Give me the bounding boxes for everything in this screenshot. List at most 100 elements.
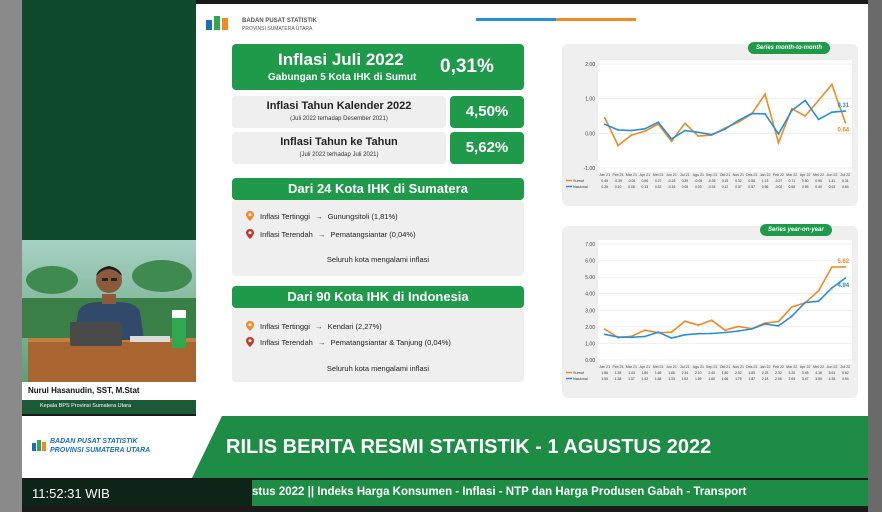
table-value: 1.37 [628,377,635,381]
presenter-name: Nurul Hasanudin, SST, M.Stat [28,386,140,395]
table-value: 2.32 [775,371,782,375]
presentation-slide: BADAN PUSAT STATISTIK PROVINSI SUMATERA … [196,4,868,416]
yoy-inflation-title: Inflasi Tahun ke Tahun [280,136,398,148]
indonesia-highest-value: Kendari (2,27%) [327,322,382,331]
data-point [697,324,700,327]
x-tick-label: Feb 22 [773,365,784,369]
x-tick-label: Jun 21 [666,173,677,177]
data-point [817,289,820,292]
x-tick-label: Okt 21 [720,365,731,369]
data-point [617,336,619,339]
data-point [844,277,847,280]
table-value: 0.08 [682,185,689,189]
legend-label: Nasional [573,377,588,381]
sumatera-panel: Inflasi Tertinggi → Gunungsitoli (1,81%)… [232,200,524,276]
data-point [630,336,633,339]
table-value: 0.50 [802,179,809,183]
data-point [724,329,726,332]
legend-label: Sumut [573,179,585,183]
table-value: 2.02 [735,371,742,375]
presenter-role-bar: Kepala BPS Provinsi Sumatera Utara [22,400,196,414]
y-tick-label: 7.00 [585,242,595,248]
x-tick-label: Sep 21 [706,173,717,177]
table-value: 0.66 [789,185,796,189]
inflation-main-title: Inflasi Juli 2022 [278,50,404,69]
y-tick-label: 6.00 [585,259,595,265]
x-tick-label: Apr 22 [800,173,811,177]
x-tick-label: Feb 22 [773,173,784,177]
data-point [750,328,753,330]
data-point [630,129,633,132]
right-edge-background [868,0,882,512]
inflation-main-subtitle: Gabungan 5 Kota IHK di Sumut [268,72,417,83]
data-point [777,320,780,323]
table-value: 2.34 [682,371,689,375]
presenter-video [22,240,196,382]
sumatera-footer: Seluruh kota mengalami inflasi [326,255,430,264]
arrow-right-icon: → [317,230,326,239]
banner-logo-area: BADAN PUSAT STATISTIK PROVINSI SUMATERA … [22,416,222,478]
table-value: -0.08 [694,179,702,183]
x-tick-label: Jan 21 [599,173,610,177]
data-point [804,301,807,304]
table-value: 0.61 [829,185,836,189]
indonesia-lowest-row: Inflasi Terendah → Pematangsiantar & Tan… [246,337,451,347]
table-value: 1.80 [722,371,729,375]
table-value: 3.55 [815,377,822,381]
table-value: 4.18 [815,371,822,375]
presenter-name-bar: Nurul Hasanudin, SST, M.Stat [22,382,196,400]
calendar-inflation-box: Inflasi Tahun Kalender 2022 (Juli 2022 t… [232,96,446,128]
y-tick-label: 0.00 [585,131,595,137]
data-point [804,99,807,102]
banner-org-line2: PROVINSI SUMATERA UTARA [50,447,151,454]
plot-area [598,60,852,172]
data-point [724,331,726,334]
data-point [737,325,740,328]
y-tick-label: 1.00 [585,97,595,103]
table-value: 2.18 [762,377,769,381]
table-value: -0.04 [708,185,716,189]
data-point [657,121,660,124]
arrow-right-icon: → [314,322,323,331]
table-value: 2.23 [762,371,769,375]
yoy-inflation-value: 5,62% [450,132,524,164]
x-tick-label: Des 21 [746,173,757,177]
data-point [844,265,847,268]
table-value: 1.65 [655,371,662,375]
data-point [817,300,820,303]
arrow-right-icon: → [314,212,323,221]
data-point [710,332,713,335]
x-tick-label: Des 21 [746,365,757,369]
logo-line2: PROVINSI SUMATERA UTARA [242,26,313,32]
x-tick-label: Jul 22 [841,365,851,369]
x-tick-label: Mei 21 [653,365,664,369]
data-point [710,319,713,322]
indonesia-lowest-value: Pematangsiantar & Tanjung (0,04%) [330,338,451,347]
table-value: -0.02 [775,185,783,189]
table-value: 0.10 [615,185,622,189]
location-pin-icon [246,321,254,331]
data-point [844,110,847,113]
table-value: 3.20 [789,371,796,375]
value-annotation: 4.94 [837,283,849,289]
table-value: 1.60 [708,377,715,381]
x-tick-label: Jul 21 [680,365,690,369]
header-decoration [476,18,636,21]
bps-logo: BADAN PUSAT STATISTIK PROVINSI SUMATERA … [204,10,374,40]
sumatera-lowest-row: Inflasi Terendah → Pematangsiantar (0,04… [246,229,416,239]
table-value: 4.94 [842,377,849,381]
table-value: 0.12 [722,185,729,189]
mtm-chart-title: Series month-to-month [748,42,830,54]
table-value: 3.45 [802,371,809,375]
x-tick-label: Sep 21 [706,365,717,369]
table-value: 1.68 [655,377,662,381]
table-value: 0.64 [842,185,849,189]
presenter-scene-image [22,240,196,382]
news-ticker: stus 2022 || Indeks Harga Konsumen - Inf… [252,486,747,498]
table-value: 0.27 [655,179,662,183]
presenter-role: Kepala BPS Provinsi Sumatera Utara [40,403,132,409]
yoy-inflation-note: (Juli 2022 terhadap Juli 2021) [299,152,379,158]
x-tick-label: Agu 21 [693,365,704,369]
data-point [670,140,673,143]
